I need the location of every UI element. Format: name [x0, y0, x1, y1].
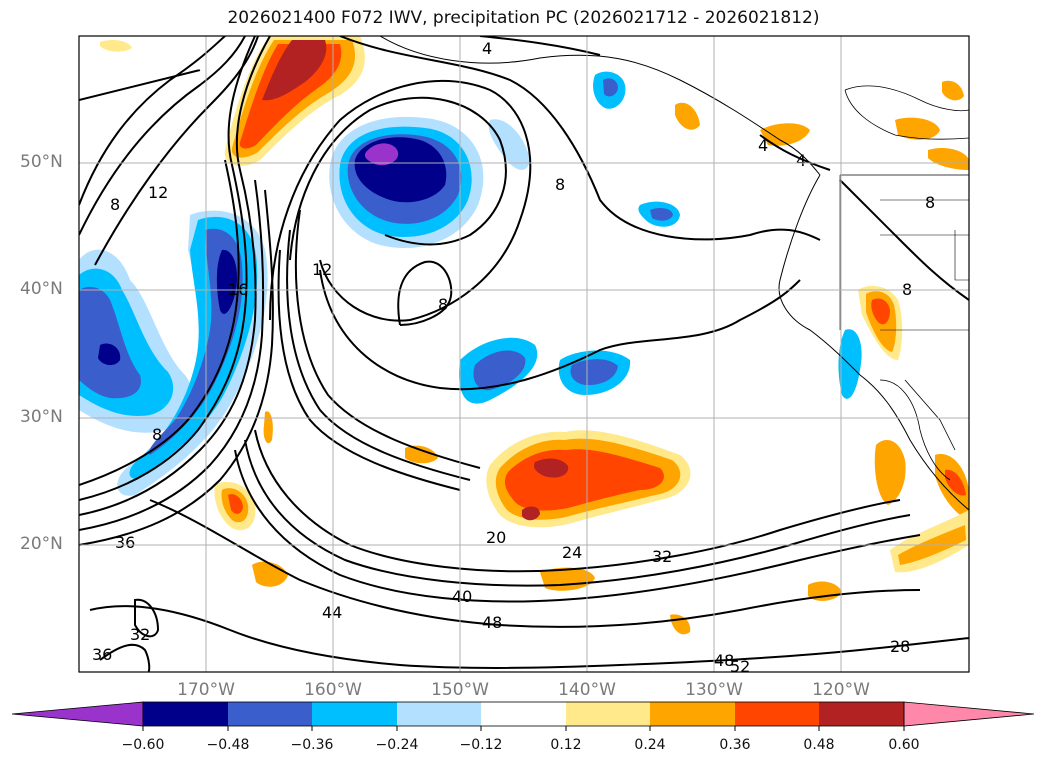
colorbar-tick-label: 0.36: [719, 737, 751, 753]
colorbar-tick-label: −0.48: [206, 737, 250, 753]
contour-label: 20: [486, 528, 506, 547]
colorbar-tick-label: −0.60: [121, 737, 165, 753]
lat-label-40n: 40°N: [20, 279, 63, 299]
lon-label-170w: 170°W: [177, 680, 235, 700]
lat-label-30n: 30°N: [20, 407, 63, 427]
colorbar-min-extension: [11, 701, 144, 727]
colorbar-segment: [566, 702, 650, 726]
lat-label-20n: 20°N: [20, 534, 63, 554]
contour-label: 8: [438, 295, 448, 314]
contour-label: 48: [482, 613, 502, 632]
coastline-alaska: [379, 36, 821, 176]
colorbar-segment: [312, 702, 397, 726]
coastline-westcoast: [778, 174, 969, 511]
colorbar-tick-label: −0.36: [290, 737, 334, 753]
contour-label: 36: [115, 533, 135, 552]
lon-label-160w: 160°W: [304, 680, 362, 700]
contour-label: 12: [148, 183, 168, 202]
contour-label: 40: [452, 587, 472, 606]
lon-label-130w: 130°W: [685, 680, 743, 700]
colorbar-segment: [397, 702, 481, 726]
contour-label: 28: [890, 637, 910, 656]
colorbar-tick-label: 0.60: [888, 737, 920, 753]
contour-label: 8: [152, 425, 162, 444]
colorbar-segment: [228, 702, 312, 726]
lon-label-120w: 120°W: [812, 680, 870, 700]
contour-label: 4: [482, 39, 492, 58]
contour-label: 44: [322, 603, 342, 622]
colorbar-tick-label: 0.24: [634, 737, 666, 753]
iwv-contours: [79, 36, 969, 672]
colorbar-tick-label: −0.12: [459, 737, 503, 753]
contour-label: 32: [130, 625, 150, 644]
colorbar-max-extension: [903, 701, 1035, 727]
map-frame: [78, 35, 970, 673]
contour-label: 4: [796, 151, 806, 170]
contour-label: 48: [714, 651, 734, 670]
colorbar-segment: [481, 702, 566, 726]
map-title: 2026021400 F072 IWV, precipitation PC (2…: [227, 8, 820, 28]
colorbar-segment: [819, 702, 904, 726]
contour-label: 32: [652, 547, 672, 566]
contour-label: 8: [925, 193, 935, 212]
contour-label: 8: [110, 195, 120, 214]
colorbar-tick-label: 0.12: [550, 737, 582, 753]
precipitation-shading: [79, 36, 969, 635]
contour-labels: 4 4 4 8 8 8 8 8 8 12 12 16 20 24 28 32 3…: [92, 39, 935, 676]
lon-label-150w: 150°W: [431, 680, 489, 700]
contour-label: 12: [312, 260, 332, 279]
coastlines: [379, 36, 969, 511]
lon-label-140w: 140°W: [558, 680, 616, 700]
colorbar-tick-label: −0.24: [375, 737, 419, 753]
colorbar-segment: [143, 702, 228, 726]
contour-label: 36: [92, 645, 112, 664]
lat-label-50n: 50°N: [20, 152, 63, 172]
contour-label: 52: [730, 657, 750, 676]
graticule: [79, 36, 969, 672]
colorbar-segment: [650, 702, 735, 726]
colorbar: [11, 701, 1035, 731]
colorbar-segment: [735, 702, 819, 726]
colorbar-tick-label: 0.48: [803, 737, 835, 753]
contour-label: 4: [758, 136, 768, 155]
contour-label: 8: [555, 175, 565, 194]
contour-label: 24: [562, 543, 582, 562]
